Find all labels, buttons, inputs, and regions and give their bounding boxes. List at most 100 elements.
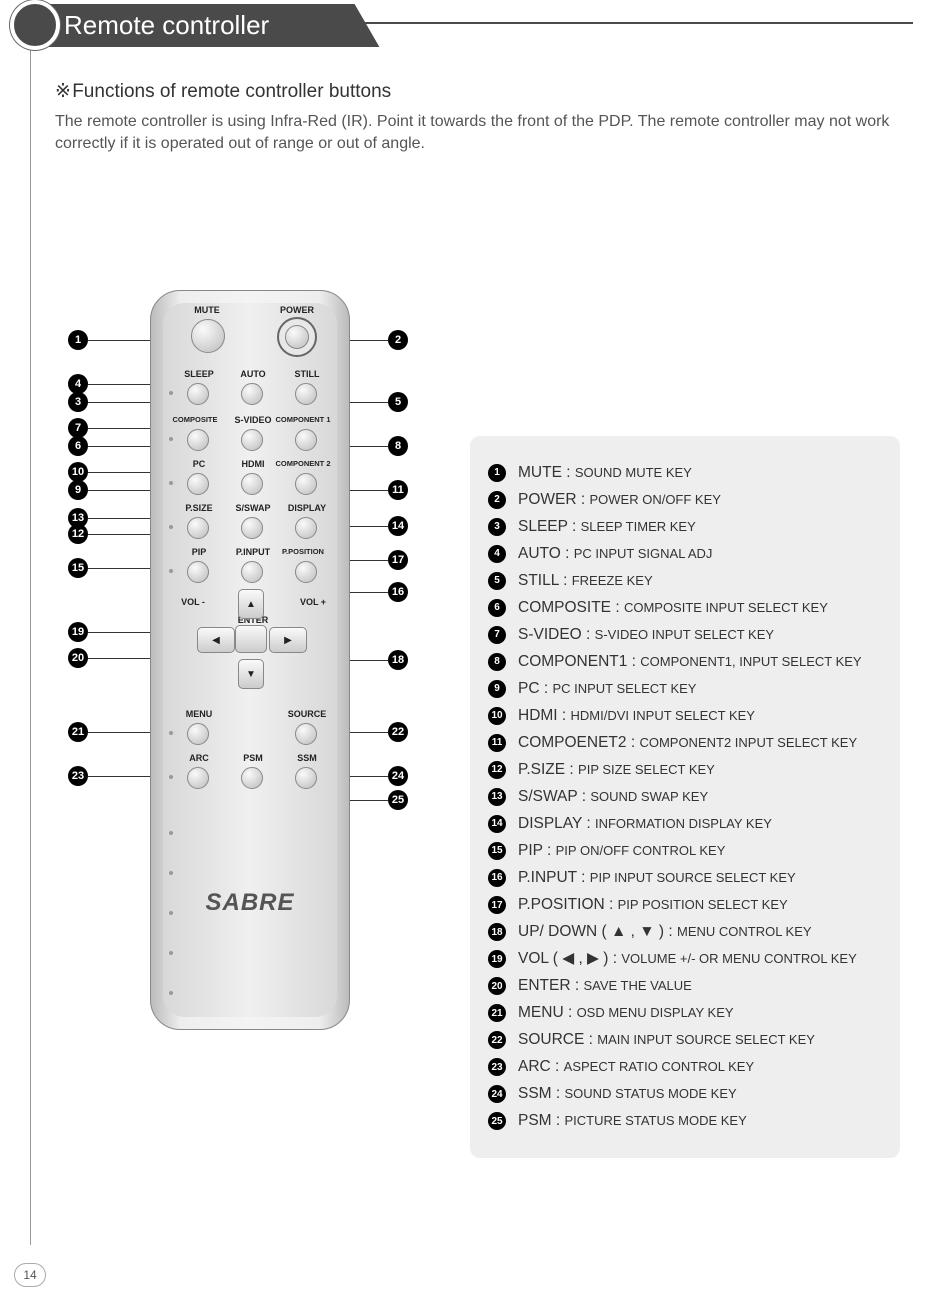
legend-number-icon: 17 — [488, 896, 506, 914]
callout-bullet: 10 — [68, 462, 88, 482]
label-pip: PIP — [169, 547, 229, 557]
legend-number-icon: 4 — [488, 545, 506, 563]
legend-label: MUTE : SOUND MUTE KEY — [518, 461, 692, 485]
callout-bullet: 22 — [388, 722, 408, 742]
callout-bullet: 2 — [388, 330, 408, 350]
legend-label: P.POSITION : PIP POSITION SELECT KEY — [518, 893, 788, 917]
legend-number-icon: 3 — [488, 518, 506, 536]
label-display: DISPLAY — [277, 503, 337, 513]
callout-bullet: 12 — [68, 524, 88, 544]
legend-number-icon: 24 — [488, 1085, 506, 1103]
button-auto — [241, 383, 263, 405]
label-pposition: P.POSITION — [273, 547, 333, 556]
legend-row: 1MUTE : SOUND MUTE KEY — [488, 461, 882, 485]
legend-row: 25PSM : PICTURE STATUS MODE KEY — [488, 1109, 882, 1133]
legend-number-icon: 15 — [488, 842, 506, 860]
legend-label: S-VIDEO : S-VIDEO INPUT SELECT KEY — [518, 623, 774, 647]
legend-row: 7 S-VIDEO : S-VIDEO INPUT SELECT KEY — [488, 623, 882, 647]
legend-row: 9PC : PC INPUT SELECT KEY — [488, 677, 882, 701]
legend-number-icon: 19 — [488, 950, 506, 968]
legend-row: 3SLEEP : SLEEP TIMER KEY — [488, 515, 882, 539]
label-pc: PC — [169, 459, 229, 469]
legend-label: MENU : OSD MENU DISPLAY KEY — [518, 1001, 734, 1025]
button-sswap — [241, 517, 263, 539]
legend-row: 22SOURCE : MAIN INPUT SOURCE SELECT KEY — [488, 1028, 882, 1052]
label-psm: PSM — [223, 753, 283, 763]
label-component1: COMPONENT 1 — [273, 415, 333, 424]
label-component2: COMPONENT 2 — [273, 459, 333, 468]
button-still — [295, 383, 317, 405]
section-title: Functions of remote controller buttons — [55, 80, 903, 103]
legend-label: COMPONENT1 : COMPONENT1, INPUT SELECT KE… — [518, 650, 862, 674]
button-hdmi — [241, 473, 263, 495]
callout-bullet: 7 — [68, 418, 88, 438]
callout-leader — [88, 446, 150, 447]
legend-row: 15PIP : PIP ON/OFF CONTROL KEY — [488, 839, 882, 863]
legend-label: COMPOSITE : COMPOSITE INPUT SELECT KEY — [518, 596, 828, 620]
callout-bullet: 24 — [388, 766, 408, 786]
legend-row: 13S/SWAP : SOUND SWAP KEY — [488, 785, 882, 809]
legend-row: 4AUTO : PC INPUT SIGNAL ADJ — [488, 542, 882, 566]
callout-bullet: 18 — [388, 650, 408, 670]
legend-label: P.SIZE : PIP SIZE SELECT KEY — [518, 758, 715, 782]
button-pc — [187, 473, 209, 495]
legend-label: PC : PC INPUT SELECT KEY — [518, 677, 696, 701]
button-ssm — [295, 767, 317, 789]
intro-text: The remote controller is using Infra-Red… — [55, 111, 903, 156]
legend-row: 24SSM : SOUND STATUS MODE KEY — [488, 1082, 882, 1106]
callout-bullet: 6 — [68, 436, 88, 456]
callout-leader — [88, 632, 150, 633]
callout-leader — [88, 428, 150, 429]
callout-leader — [350, 446, 388, 447]
callout-bullet: 20 — [68, 648, 88, 668]
button-right: ▶ — [269, 627, 307, 653]
button-power — [277, 317, 317, 357]
callout-leader — [88, 776, 150, 777]
button-enter — [235, 625, 267, 653]
button-arc — [187, 767, 209, 789]
button-up: ▲ — [238, 589, 264, 619]
legend-number-icon: 18 — [488, 923, 506, 941]
legend-number-icon: 5 — [488, 572, 506, 590]
callout-bullet: 3 — [68, 392, 88, 412]
callout-bullet: 5 — [388, 392, 408, 412]
label-mute: MUTE — [177, 305, 237, 315]
legend-number-icon: 11 — [488, 734, 506, 752]
header-bullet-icon — [10, 0, 60, 50]
button-left: ◀ — [197, 627, 235, 653]
legend-number-icon: 10 — [488, 707, 506, 725]
legend-number-icon: 13 — [488, 788, 506, 806]
legend-number-icon: 7 — [488, 626, 506, 644]
button-menu — [187, 723, 209, 745]
legend-number-icon: 12 — [488, 761, 506, 779]
callout-bullet: 1 — [68, 330, 88, 350]
legend-number-icon: 23 — [488, 1058, 506, 1076]
callout-bullet: 9 — [68, 480, 88, 500]
callout-bullet: 17 — [388, 550, 408, 570]
label-ssm: SSM — [277, 753, 337, 763]
legend-row: 17 P.POSITION : PIP POSITION SELECT KEY — [488, 893, 882, 917]
legend-number-icon: 8 — [488, 653, 506, 671]
button-svideo — [241, 429, 263, 451]
callout-bullet: 23 — [68, 766, 88, 786]
legend-number-icon: 14 — [488, 815, 506, 833]
callout-bullet: 14 — [388, 516, 408, 536]
button-pip — [187, 561, 209, 583]
button-psize — [187, 517, 209, 539]
legend-label: ENTER : SAVE THE VALUE — [518, 974, 692, 998]
legend-row: 16P.INPUT : PIP INPUT SOURCE SELECT KEY — [488, 866, 882, 890]
callout-leader — [88, 472, 150, 473]
legend-row: 2POWER : POWER ON/OFF KEY — [488, 488, 882, 512]
remote-body: MUTE POWER SLEEP AUTO STILL COMPOSITE S-… — [150, 290, 350, 1030]
button-component2 — [295, 473, 317, 495]
callout-leader — [350, 526, 388, 527]
remote-brand: SABRE — [151, 889, 349, 917]
page-header: Remote controller — [10, 0, 349, 50]
button-sleep — [187, 383, 209, 405]
callout-leader — [350, 490, 388, 491]
dpad: ▲ ▼ ◀ ▶ — [193, 581, 309, 697]
legend-label: PSM : PICTURE STATUS MODE KEY — [518, 1109, 747, 1133]
legend-label: STILL : FREEZE KEY — [518, 569, 653, 593]
button-pposition — [295, 561, 317, 583]
callout-leader — [88, 732, 150, 733]
